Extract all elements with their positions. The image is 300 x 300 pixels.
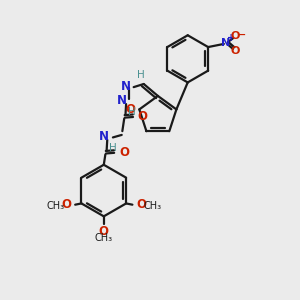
Text: H: H — [109, 143, 117, 153]
Text: O: O — [136, 198, 146, 211]
Text: O: O — [119, 146, 129, 159]
Text: N: N — [221, 38, 231, 48]
Text: H: H — [128, 106, 136, 117]
Text: O: O — [138, 110, 148, 123]
Text: +: + — [227, 33, 235, 43]
Text: O: O — [61, 198, 71, 211]
Text: CH₃: CH₃ — [143, 201, 161, 211]
Text: O: O — [126, 103, 136, 116]
Text: N: N — [99, 130, 109, 143]
Text: CH₃: CH₃ — [46, 201, 64, 211]
Text: O: O — [99, 225, 109, 238]
Text: O: O — [231, 32, 240, 41]
Text: O: O — [231, 46, 240, 56]
Text: −: − — [236, 30, 246, 40]
Text: N: N — [121, 80, 130, 93]
Text: H: H — [137, 70, 144, 80]
Text: N: N — [117, 94, 127, 107]
Text: CH₃: CH₃ — [95, 233, 113, 243]
